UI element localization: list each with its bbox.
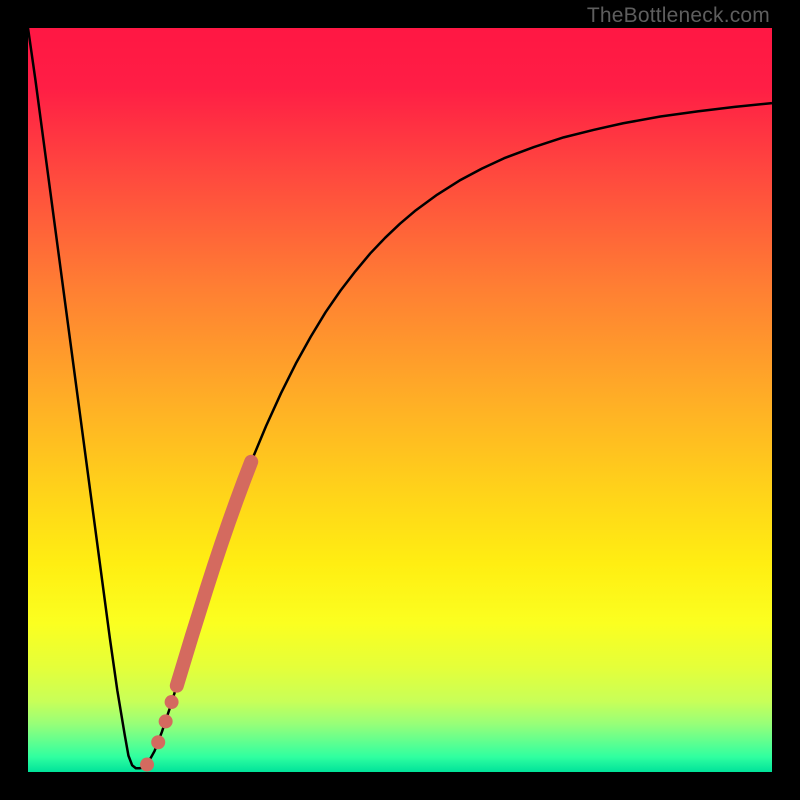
chart-frame: TheBottleneck.com [0, 0, 800, 800]
watermark-text: TheBottleneck.com [587, 4, 770, 28]
chart-svg [28, 28, 772, 772]
plot-area [28, 28, 772, 772]
gradient-background [28, 28, 772, 772]
